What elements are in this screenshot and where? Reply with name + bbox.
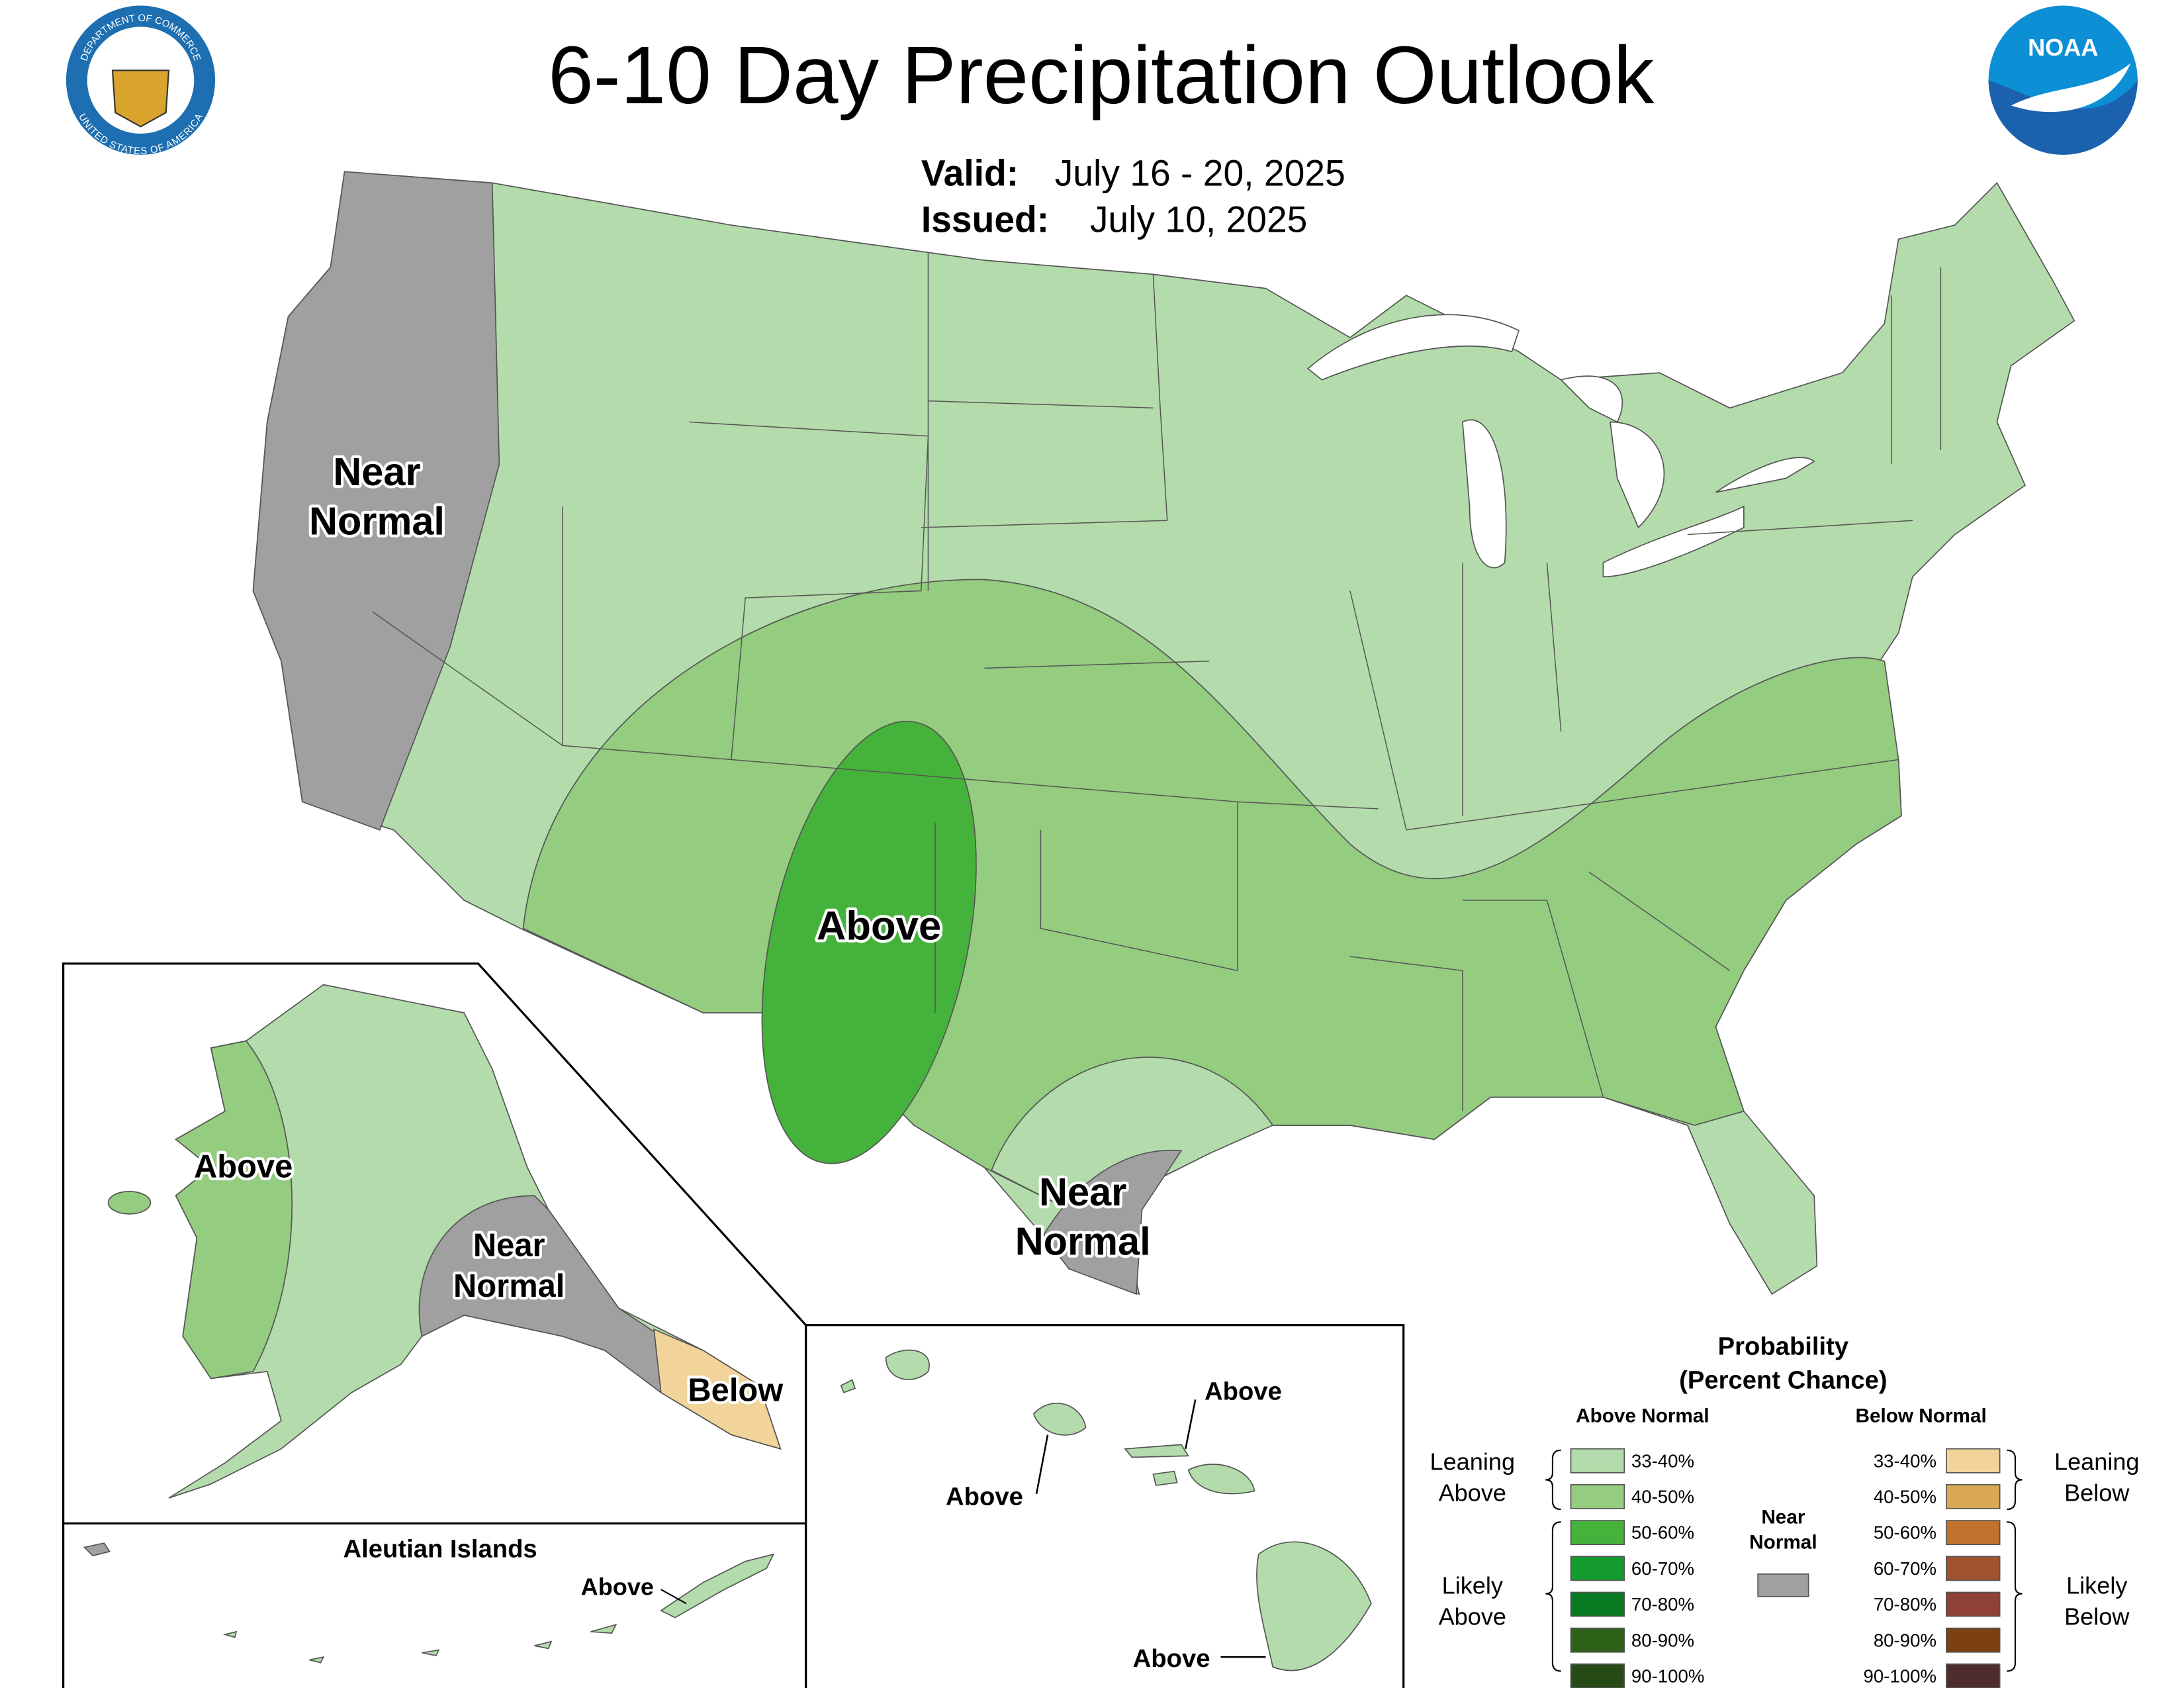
group-label: Above (1439, 1603, 1506, 1630)
group-label: Below (2064, 1603, 2130, 1630)
leaning-above-texas (990, 1056, 1274, 1225)
group-label: Likely (2066, 1572, 2127, 1599)
legend-swatch (1946, 1663, 2001, 1688)
near-normal-label: Near (1761, 1506, 1805, 1528)
legend-above-header: Above Normal (1576, 1405, 1709, 1427)
legend-swatch (1946, 1556, 2001, 1581)
label-line: Near (1039, 1170, 1126, 1214)
aleutian-west (83, 1542, 111, 1557)
above-50-60-region (761, 720, 977, 1164)
region-label: Near Normal (1015, 1170, 1151, 1263)
label-line: Normal (309, 499, 445, 543)
region-label: Above (946, 1483, 1023, 1511)
region-label: Near Normal (453, 1228, 565, 1305)
region-label: Below (688, 1372, 784, 1408)
legend-swatch (1946, 1627, 2001, 1653)
legend-label: 33-40% (1631, 1450, 1694, 1471)
noaa-text: NOAA (2028, 34, 2098, 61)
hawaii-leader-lines (1035, 1399, 1266, 1658)
label-line: Near (333, 449, 420, 494)
noaa-wave (1988, 80, 2138, 155)
noaa-logo: NOAA (1988, 5, 2138, 155)
group-label: Leaning (2054, 1448, 2140, 1476)
legend-swatch (1946, 1591, 2001, 1617)
legend-groups: Leaning Above Likely Above Leaning Below… (1430, 1448, 2140, 1630)
legend-swatch (1570, 1663, 1625, 1688)
legend-label: 80-90% (1631, 1630, 1694, 1650)
legend-label: 50-60% (1631, 1523, 1694, 1543)
valid-label: Valid: (921, 152, 1019, 193)
alaska-below (653, 1328, 782, 1450)
label-line: Normal (453, 1268, 565, 1304)
legend-swatch (1570, 1484, 1625, 1509)
state-borders (372, 253, 1942, 1111)
legend-label: 70-80% (1631, 1594, 1694, 1615)
legend-swatch (1757, 1573, 1809, 1597)
inset-title: Aleutian Islands (343, 1534, 537, 1563)
legend-label: 50-60% (1874, 1523, 1936, 1543)
legend-label: 40-50% (1874, 1487, 1936, 1507)
legend-swatch (1570, 1520, 1625, 1546)
group-label: Likely (1442, 1572, 1503, 1599)
near-normal-west (252, 171, 500, 831)
legend-brackets (1545, 1449, 2023, 1672)
leader-line (660, 1589, 687, 1605)
issued-label: Issued: (921, 199, 1049, 240)
legend-label: 60-70% (1631, 1558, 1694, 1579)
region-label: Near Normal (309, 449, 445, 543)
aleutian-islands (222, 1553, 775, 1664)
group-label: Below (2064, 1479, 2130, 1506)
group-label: Leaning (1430, 1448, 1516, 1476)
legend-swatch (1946, 1448, 2001, 1474)
legend-swatch (1946, 1484, 2001, 1509)
noaa-bird (2011, 63, 2131, 113)
legend-label: 70-80% (1874, 1594, 1936, 1615)
group-label: Above (1439, 1479, 1506, 1506)
hawaii-inset-frame (804, 1324, 1405, 1688)
legend-swatch (1570, 1448, 1625, 1474)
near-normal-label: Normal (1749, 1532, 1817, 1554)
region-label: Above (194, 1149, 293, 1185)
alaska-above-west (175, 1040, 293, 1380)
legend-title: Probability (1718, 1332, 1849, 1360)
legend-swatch (1570, 1591, 1625, 1617)
seal-shield (111, 70, 170, 128)
region-label: Above (1205, 1377, 1282, 1405)
region-label: Above (817, 903, 941, 949)
region-label: Above (581, 1573, 654, 1601)
legend-label: 33-40% (1874, 1450, 1936, 1471)
island (107, 1191, 152, 1215)
legend-below-header: Below Normal (1855, 1405, 1986, 1427)
legend: Probability (Percent Chance) Above Norma… (1576, 1332, 1987, 1553)
label-line: Near (473, 1228, 545, 1264)
title: 6-10 Day Precipitation Outlook (548, 30, 1655, 121)
label-line: Normal (1015, 1219, 1151, 1263)
legend-label: 40-50% (1631, 1487, 1694, 1507)
legend-swatch (1570, 1556, 1625, 1581)
issued-date: July 10, 2025 (1090, 199, 1308, 240)
legend-label: 60-70% (1874, 1558, 1936, 1579)
near-normal-texas (1042, 1149, 1183, 1295)
legend-swatch (1946, 1520, 2001, 1546)
hawaii-islands (840, 1349, 1372, 1671)
valid-dates: July 16 - 20, 2025 (1055, 152, 1345, 193)
legend-label: 90-100% (1631, 1665, 1705, 1686)
legend-swatch (1570, 1627, 1625, 1653)
region-label: Above (1133, 1644, 1210, 1673)
legend-label: 90-100% (1863, 1665, 1936, 1686)
legend-label: 80-90% (1874, 1630, 1936, 1650)
great-lakes (1306, 314, 1815, 578)
commerce-seal: DEPARTMENT OF COMMERCE UNITED STATES OF … (66, 5, 216, 157)
legend-title: (Percent Chance) (1679, 1366, 1887, 1394)
